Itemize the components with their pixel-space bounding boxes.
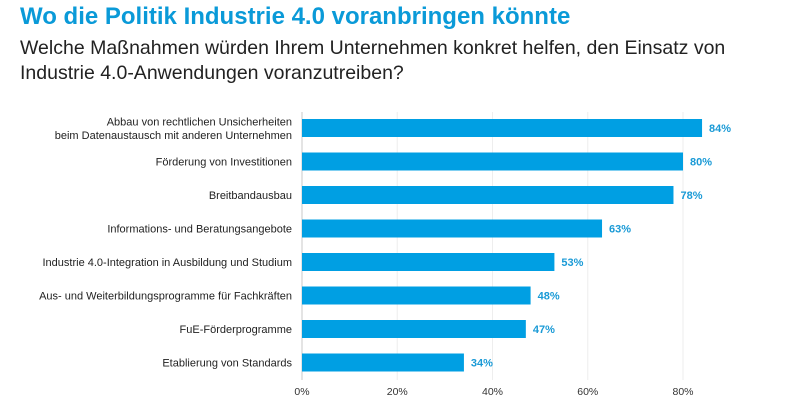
category-label: FuE-Förderprogramme [180, 324, 292, 336]
bar [302, 119, 703, 137]
bar [302, 286, 531, 305]
data-label: 63% [609, 224, 631, 236]
x-tick-label: 40% [482, 386, 503, 398]
category-label: Aus- und Weiterbildungsprogramme für Fac… [39, 291, 292, 303]
chart-title: Wo die Politik Industrie 4.0 voranbringe… [20, 3, 571, 30]
data-label: 47% [533, 324, 555, 336]
data-label: 78% [680, 190, 702, 202]
data-label: 80% [690, 157, 712, 169]
data-label: 84% [709, 123, 731, 135]
category-label: beim Datenaustausch mit anderen Unterneh… [55, 130, 292, 142]
x-tick-label: 80% [672, 386, 693, 398]
category-label: Industrie 4.0-Integration in Ausbildung … [43, 257, 293, 269]
chart-subtitle: Welche Maßnahmen würden Ihrem Unternehme… [20, 37, 726, 84]
category-label: Informations- und Beratungsangebote [107, 224, 292, 236]
x-tick-label: 20% [387, 386, 408, 398]
bar [302, 253, 555, 271]
data-label: 34% [471, 358, 493, 370]
category-label: Etablierung von Standards [162, 358, 292, 370]
category-label: Breitbandausbau [209, 190, 292, 202]
x-tick-label: 60% [577, 386, 598, 398]
bar [302, 353, 464, 372]
bar [302, 219, 603, 238]
data-label: 53% [561, 257, 583, 269]
category-label: Abbau von rechtlichen Unsicherheiten [107, 116, 292, 128]
data-label: 48% [538, 291, 560, 303]
bar [302, 320, 526, 338]
bar [302, 186, 674, 204]
bar [302, 152, 683, 171]
category-label: Förderung von Investitionen [156, 157, 292, 169]
x-tick-label: 0% [294, 386, 309, 398]
